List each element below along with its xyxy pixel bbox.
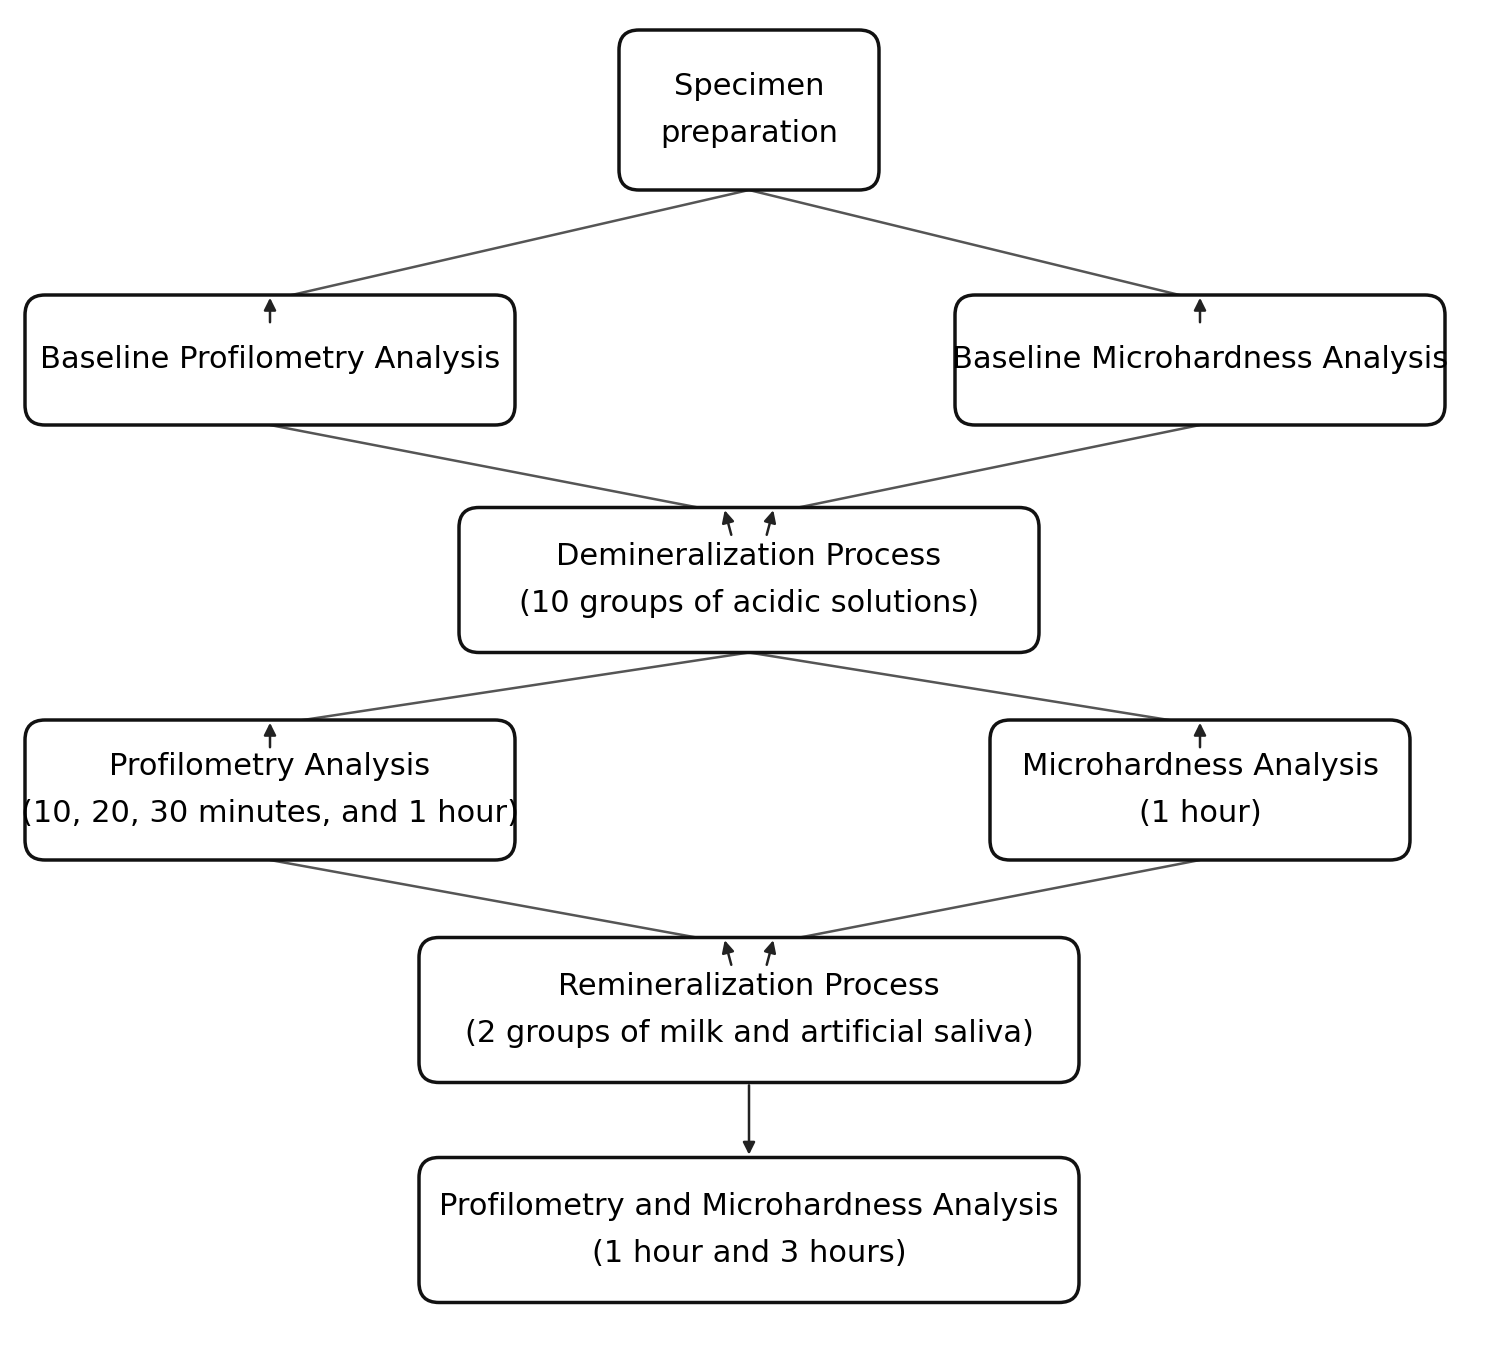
FancyBboxPatch shape [419, 937, 1079, 1083]
Text: Remineralization Process
(2 groups of milk and artificial saliva): Remineralization Process (2 groups of mi… [464, 972, 1034, 1049]
FancyBboxPatch shape [419, 1158, 1079, 1302]
FancyBboxPatch shape [25, 296, 515, 425]
Text: Baseline Profilometry Analysis: Baseline Profilometry Analysis [40, 346, 500, 375]
FancyBboxPatch shape [458, 508, 1040, 652]
FancyBboxPatch shape [25, 720, 515, 859]
Text: Microhardness Analysis
(1 hour): Microhardness Analysis (1 hour) [1022, 752, 1378, 828]
Text: Specimen
preparation: Specimen preparation [661, 72, 837, 148]
Text: Demineralization Process
(10 groups of acidic solutions): Demineralization Process (10 groups of a… [518, 542, 980, 618]
FancyBboxPatch shape [956, 296, 1446, 425]
Text: Profilometry and Microhardness Analysis
(1 hour and 3 hours): Profilometry and Microhardness Analysis … [439, 1192, 1059, 1268]
Text: Baseline Microhardness Analysis: Baseline Microhardness Analysis [951, 346, 1449, 375]
FancyBboxPatch shape [619, 30, 879, 191]
Text: Profilometry Analysis
(10, 20, 30 minutes, and 1 hour): Profilometry Analysis (10, 20, 30 minute… [21, 752, 518, 828]
FancyBboxPatch shape [990, 720, 1410, 859]
